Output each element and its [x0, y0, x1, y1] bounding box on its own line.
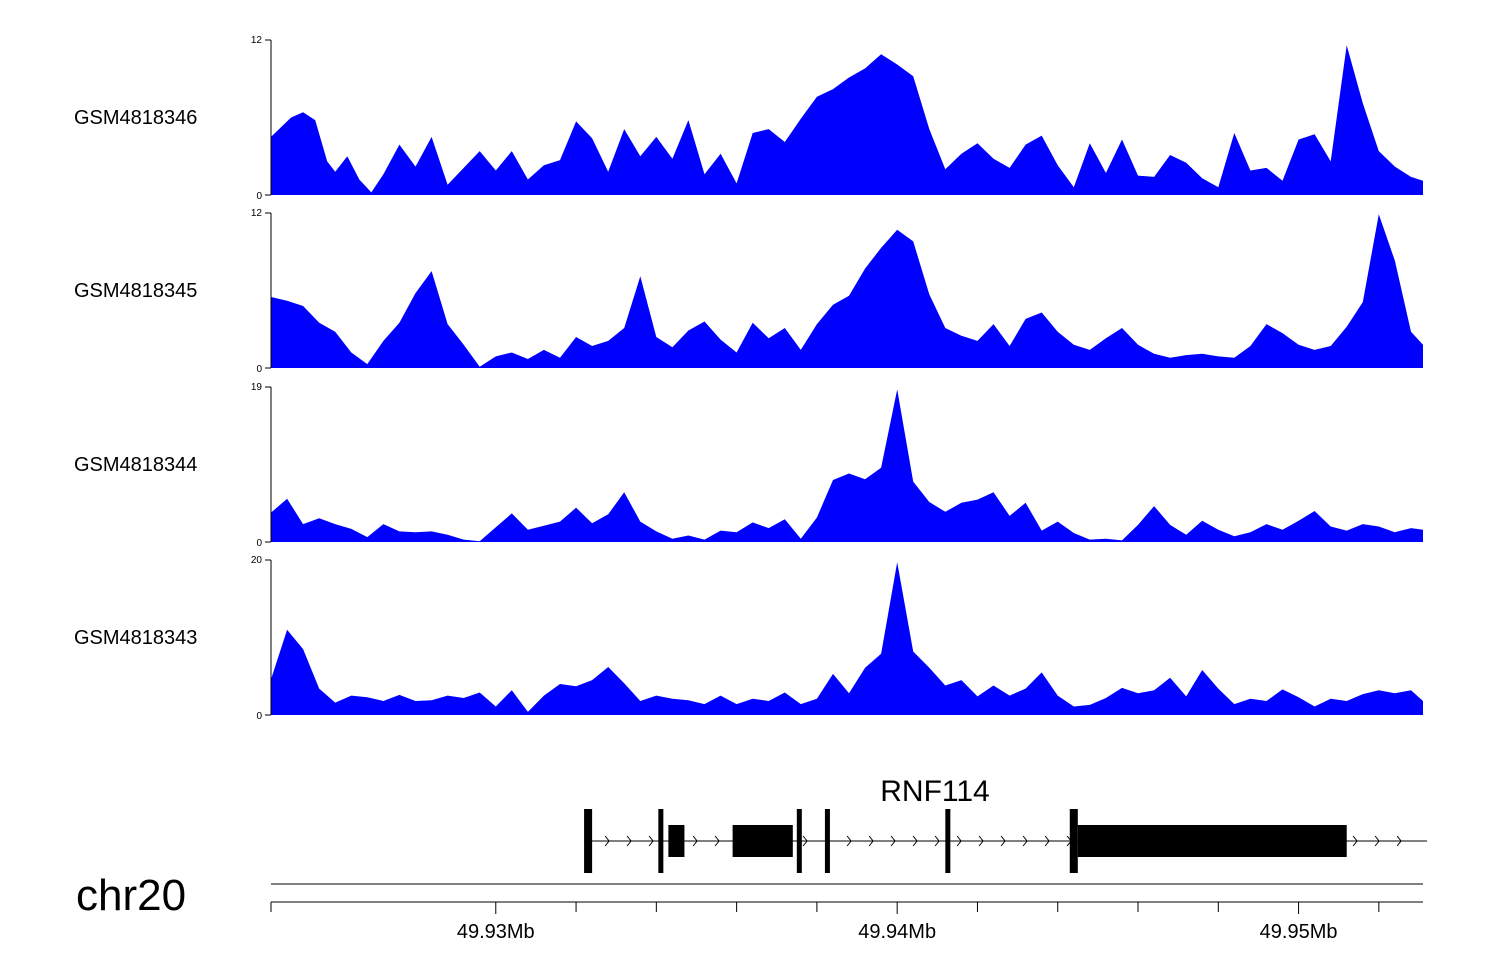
strand-arrow [912, 835, 918, 847]
strand-arrow [846, 835, 852, 847]
strand-arrow [1352, 835, 1358, 847]
gene-label: RNF114 [880, 775, 989, 808]
axis-tick-label: 49.95Mb [1260, 921, 1338, 943]
y-tick-label-min: 0 [256, 538, 262, 549]
track-GSM4818344: GSM4818344 19 0 [74, 382, 1423, 549]
strand-arrow [1396, 835, 1402, 847]
strand-arrow [956, 835, 962, 847]
y-tick-label-max: 20 [251, 555, 263, 566]
y-tick-label-max: 12 [251, 208, 263, 219]
track-label: GSM4818345 [74, 280, 197, 302]
genome-axis: chr20 49.93Mb 49.94Mb 49.95Mb [76, 871, 1423, 943]
strand-arrow [692, 835, 698, 847]
gene-exon [1069, 809, 1078, 873]
track-GSM4818343: GSM4818343 20 0 [74, 555, 1423, 722]
gene-exon [945, 809, 951, 873]
chromosome-label: chr20 [76, 871, 186, 920]
strand-arrow [714, 835, 720, 847]
track-label: GSM4818346 [74, 107, 197, 129]
signal-area-GSM4818343 [271, 562, 1423, 715]
axis-ticks: 49.93Mb 49.94Mb 49.95Mb [270, 902, 1380, 943]
strand-arrow [978, 835, 984, 847]
gene-exon [1077, 825, 1347, 857]
strand-arrow [802, 835, 808, 847]
strand-arrow [648, 835, 654, 847]
strand-arrow [1374, 835, 1380, 847]
strand-arrow [934, 835, 940, 847]
strand-arrow [1044, 835, 1050, 847]
y-tick-label-min: 0 [256, 711, 262, 722]
track-label: GSM4818343 [74, 627, 197, 649]
y-tick-label-max: 19 [251, 382, 263, 393]
strand-arrow [1000, 835, 1006, 847]
track-label: GSM4818344 [74, 454, 197, 476]
gene-track: RNF114 [584, 775, 1428, 873]
axis-tick-label: 49.94Mb [858, 921, 936, 943]
y-tick-label-min: 0 [256, 191, 262, 202]
strand-arrow [626, 835, 632, 847]
axis-tick-label: 49.93Mb [457, 921, 535, 943]
signal-area-GSM4818346 [271, 45, 1423, 196]
gene-exon [796, 809, 802, 873]
strand-arrow [890, 835, 896, 847]
signal-area-GSM4818344 [271, 389, 1423, 542]
track-GSM4818345: GSM4818345 12 0 [74, 208, 1423, 375]
gene-exon [668, 825, 685, 857]
gene-exon [658, 809, 664, 873]
strand-arrow [868, 835, 874, 847]
signal-tracks: GSM4818346120GSM4818345120GSM4818344190G… [74, 35, 1423, 722]
strand-arrow [604, 835, 610, 847]
gene-exon [584, 809, 593, 873]
gene-exon [732, 825, 793, 857]
y-tick-label-max: 12 [251, 35, 263, 46]
gene-model-RNF114 [584, 809, 1428, 873]
gene-exon [824, 809, 830, 873]
signal-area-GSM4818345 [271, 214, 1423, 368]
strand-arrow [1022, 835, 1028, 847]
y-tick-label-min: 0 [256, 364, 262, 375]
track-GSM4818346: GSM4818346 12 0 [74, 35, 1423, 202]
